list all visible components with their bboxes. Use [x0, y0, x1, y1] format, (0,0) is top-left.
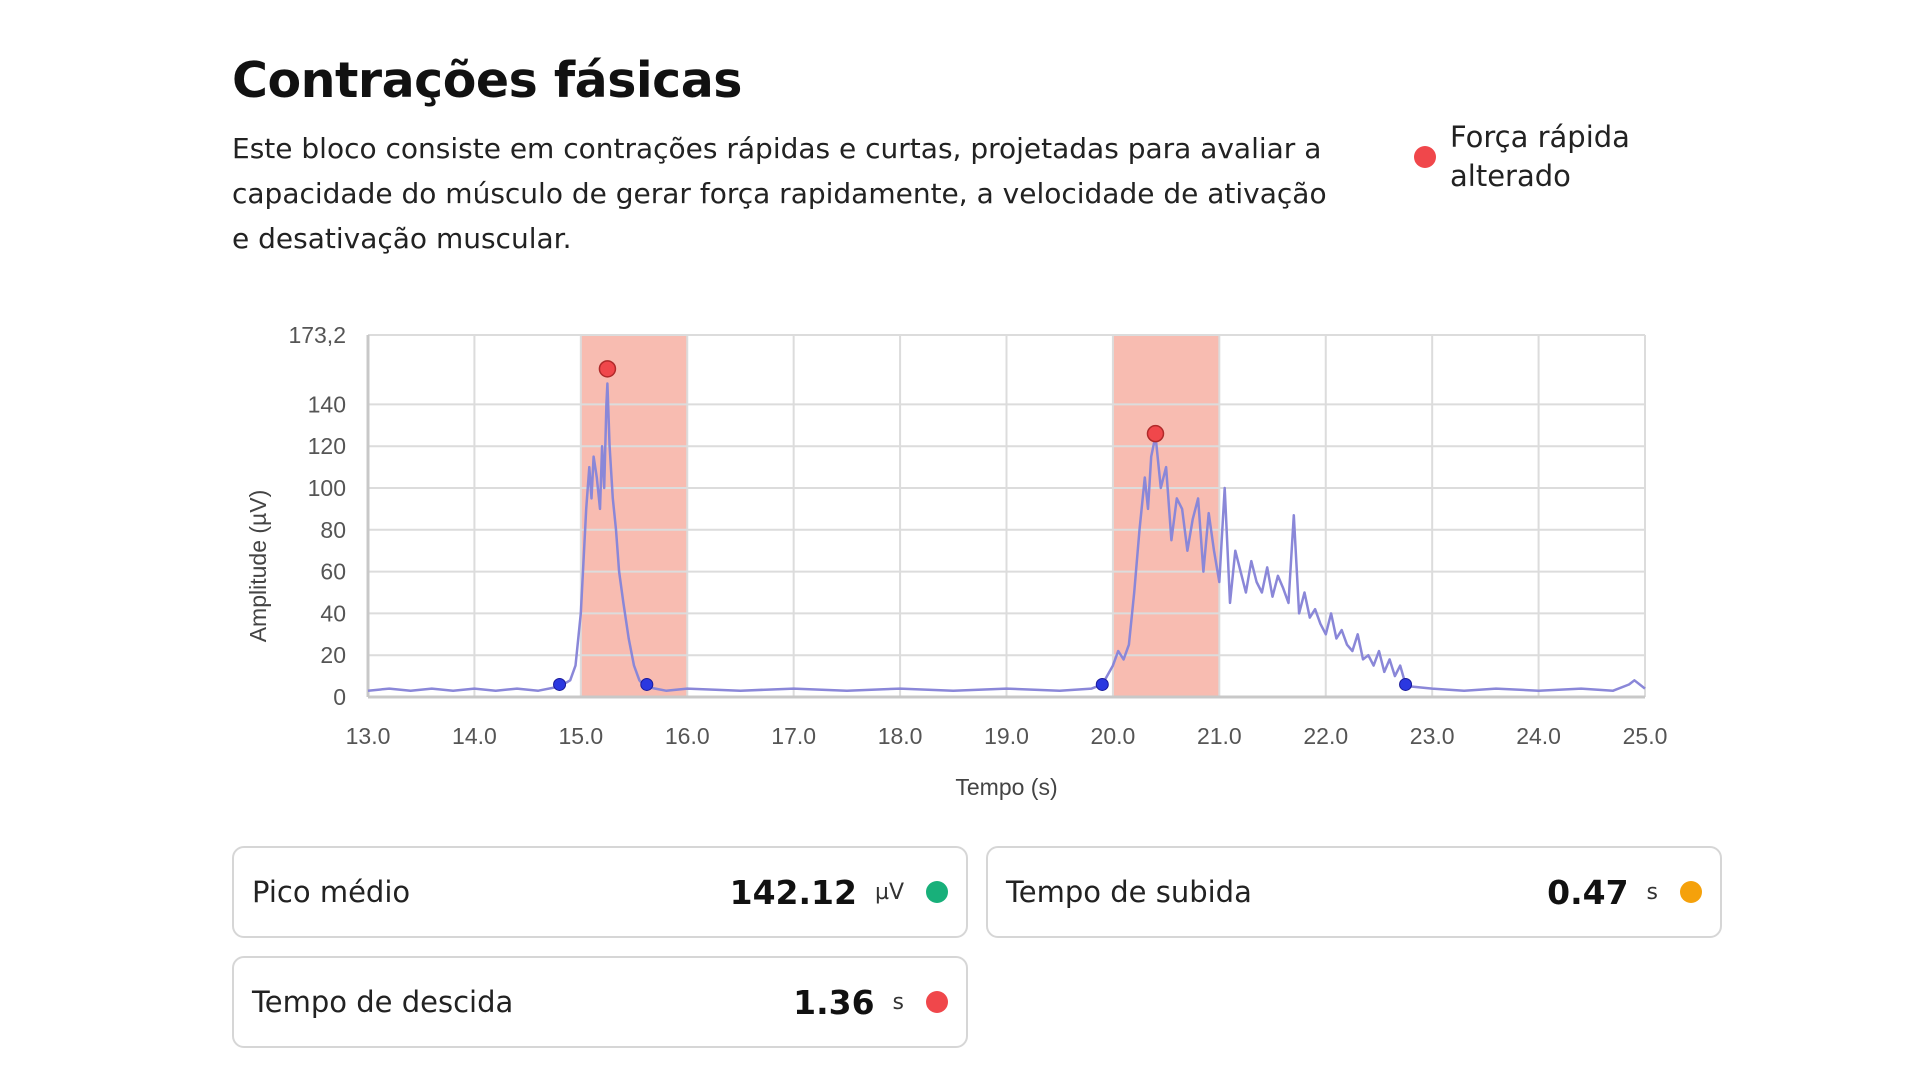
metric-label: Tempo de subida	[1006, 875, 1252, 909]
block-description: Este bloco consiste em contrações rápida…	[232, 132, 1327, 255]
y-tick-label: 120	[308, 433, 346, 459]
x-tick-label: 17.0	[771, 723, 816, 749]
x-tick-label: 18.0	[878, 723, 923, 749]
y-tick-label: 100	[308, 475, 346, 501]
x-tick-label: 15.0	[558, 723, 603, 749]
emg-line-chart: 13.0 14.0 15.0 16.0 17.0 18.0 19.0 20.0 21.0 22.0…	[245, 322, 1668, 800]
metric-label: Tempo de descida	[252, 985, 514, 1019]
status-dot-icon	[926, 991, 948, 1013]
x-tick-label: 21.0	[1197, 723, 1242, 749]
highlight-region	[580, 335, 688, 697]
peak-marker	[1146, 424, 1165, 443]
x-tick-label: 19.0	[984, 723, 1029, 749]
metric-label: Pico médio	[252, 875, 411, 909]
y-tick-label: 0	[333, 684, 346, 710]
x-tick-label: 24.0	[1516, 723, 1561, 749]
page-title: Contrações fásicas	[232, 52, 742, 109]
y-tick-label: 140	[308, 391, 346, 417]
x-tick-label: 13.0	[346, 723, 391, 749]
metric-unit: s	[1646, 879, 1658, 905]
peak-marker	[598, 360, 617, 378]
y-tick-label: 20	[320, 642, 346, 668]
metric-value: 0.47	[1547, 872, 1629, 912]
onset-marker	[640, 677, 654, 691]
x-tick-label: 23.0	[1410, 723, 1455, 749]
onset-marker	[1399, 677, 1413, 691]
x-tick-label: 22.0	[1303, 723, 1348, 749]
y-tick-label: 40	[320, 600, 346, 626]
y-tick-label: 173,2	[288, 322, 346, 348]
emg-signal-line	[367, 382, 1646, 692]
metric-card-tempo-descida: Tempo de descida 1.36 s	[232, 956, 968, 1048]
chart-legend: Força rápida alterado	[1414, 118, 1634, 196]
y-tick-label: 60	[320, 559, 346, 585]
metric-value: 142.12	[729, 872, 857, 912]
legend-dot-icon	[1414, 146, 1436, 168]
x-tick-label: 20.0	[1091, 723, 1136, 749]
metric-card-tempo-subida: Tempo de subida 0.47 s	[986, 846, 1722, 938]
legend-label: Força rápida alterado	[1450, 120, 1630, 193]
status-dot-icon	[1680, 881, 1702, 903]
metric-card-pico-medio: Pico médio 142.12 µV	[232, 846, 968, 938]
metric-value: 1.36	[793, 982, 875, 1022]
x-tick-label: 25.0	[1623, 723, 1668, 749]
x-tick-label: 16.0	[665, 723, 710, 749]
onset-marker	[1095, 677, 1109, 691]
x-tick-label: 14.0	[452, 723, 497, 749]
metric-unit: µV	[874, 879, 904, 905]
status-dot-icon	[926, 881, 948, 903]
onset-marker	[553, 677, 567, 691]
y-axis-label: Amplitude (µV)	[245, 490, 271, 643]
y-tick-label: 80	[320, 517, 346, 543]
x-axis-label: Tempo (s)	[955, 774, 1057, 800]
metric-unit: s	[892, 989, 904, 1015]
